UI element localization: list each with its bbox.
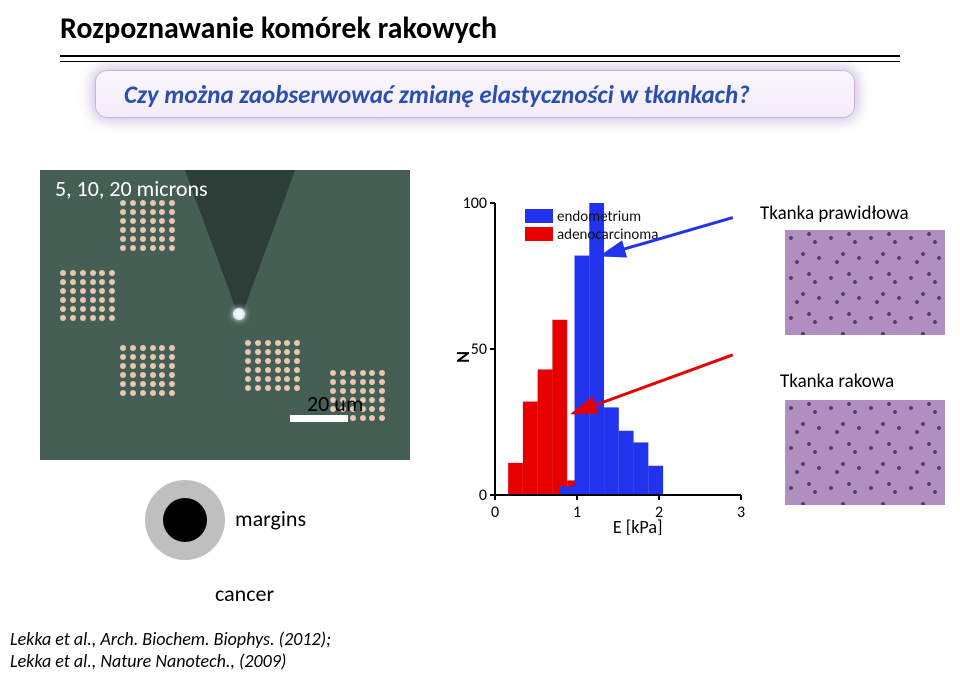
svg-text:E [kPa]: E [kPa] bbox=[613, 516, 663, 535]
probe-tip bbox=[233, 308, 245, 320]
cancer-target-icon bbox=[145, 480, 225, 560]
dot-grid bbox=[120, 345, 176, 396]
title-rule bbox=[60, 55, 900, 62]
citation-line2: Lekka et al., Nature Nanotech., (2009) bbox=[10, 650, 286, 672]
svg-text:100: 100 bbox=[463, 195, 487, 213]
page-title: Rozpoznawanie komórek rakowych bbox=[60, 10, 497, 47]
svg-text:0: 0 bbox=[479, 486, 487, 505]
citation-line1: Lekka et al., Arch. Biochem. Biophys. (2… bbox=[10, 628, 331, 650]
tissue-cancer-image bbox=[785, 400, 945, 505]
histogram-chart: 0123050100E [kPa]Nendometriumadenocarcin… bbox=[455, 195, 745, 535]
svg-text:0: 0 bbox=[491, 503, 499, 522]
svg-text:adenocarcinoma: adenocarcinoma bbox=[557, 226, 658, 244]
dot-grid bbox=[60, 270, 116, 321]
svg-text:endometrium: endometrium bbox=[557, 208, 641, 226]
citation: Lekka et al., Arch. Biochem. Biophys. (2… bbox=[10, 628, 331, 672]
tissue-normal-image bbox=[785, 230, 945, 335]
svg-text:3: 3 bbox=[737, 503, 745, 522]
svg-text:1: 1 bbox=[573, 503, 581, 522]
svg-text:N: N bbox=[455, 351, 474, 363]
tissue-cancer-label: Tkanka rakowa bbox=[780, 370, 894, 393]
microns-label: 5, 10, 20 microns bbox=[55, 175, 208, 202]
dot-grid bbox=[245, 340, 301, 391]
tissue-normal-label: Tkanka prawidłowa bbox=[760, 202, 909, 225]
margins-label: margins bbox=[235, 505, 306, 532]
scale-label: 20 um bbox=[307, 390, 363, 417]
cancer-label: cancer bbox=[215, 580, 274, 607]
dot-grid bbox=[120, 200, 176, 251]
subtitle-pill: Czy można zaobserwować zmianę elastyczno… bbox=[95, 70, 855, 118]
